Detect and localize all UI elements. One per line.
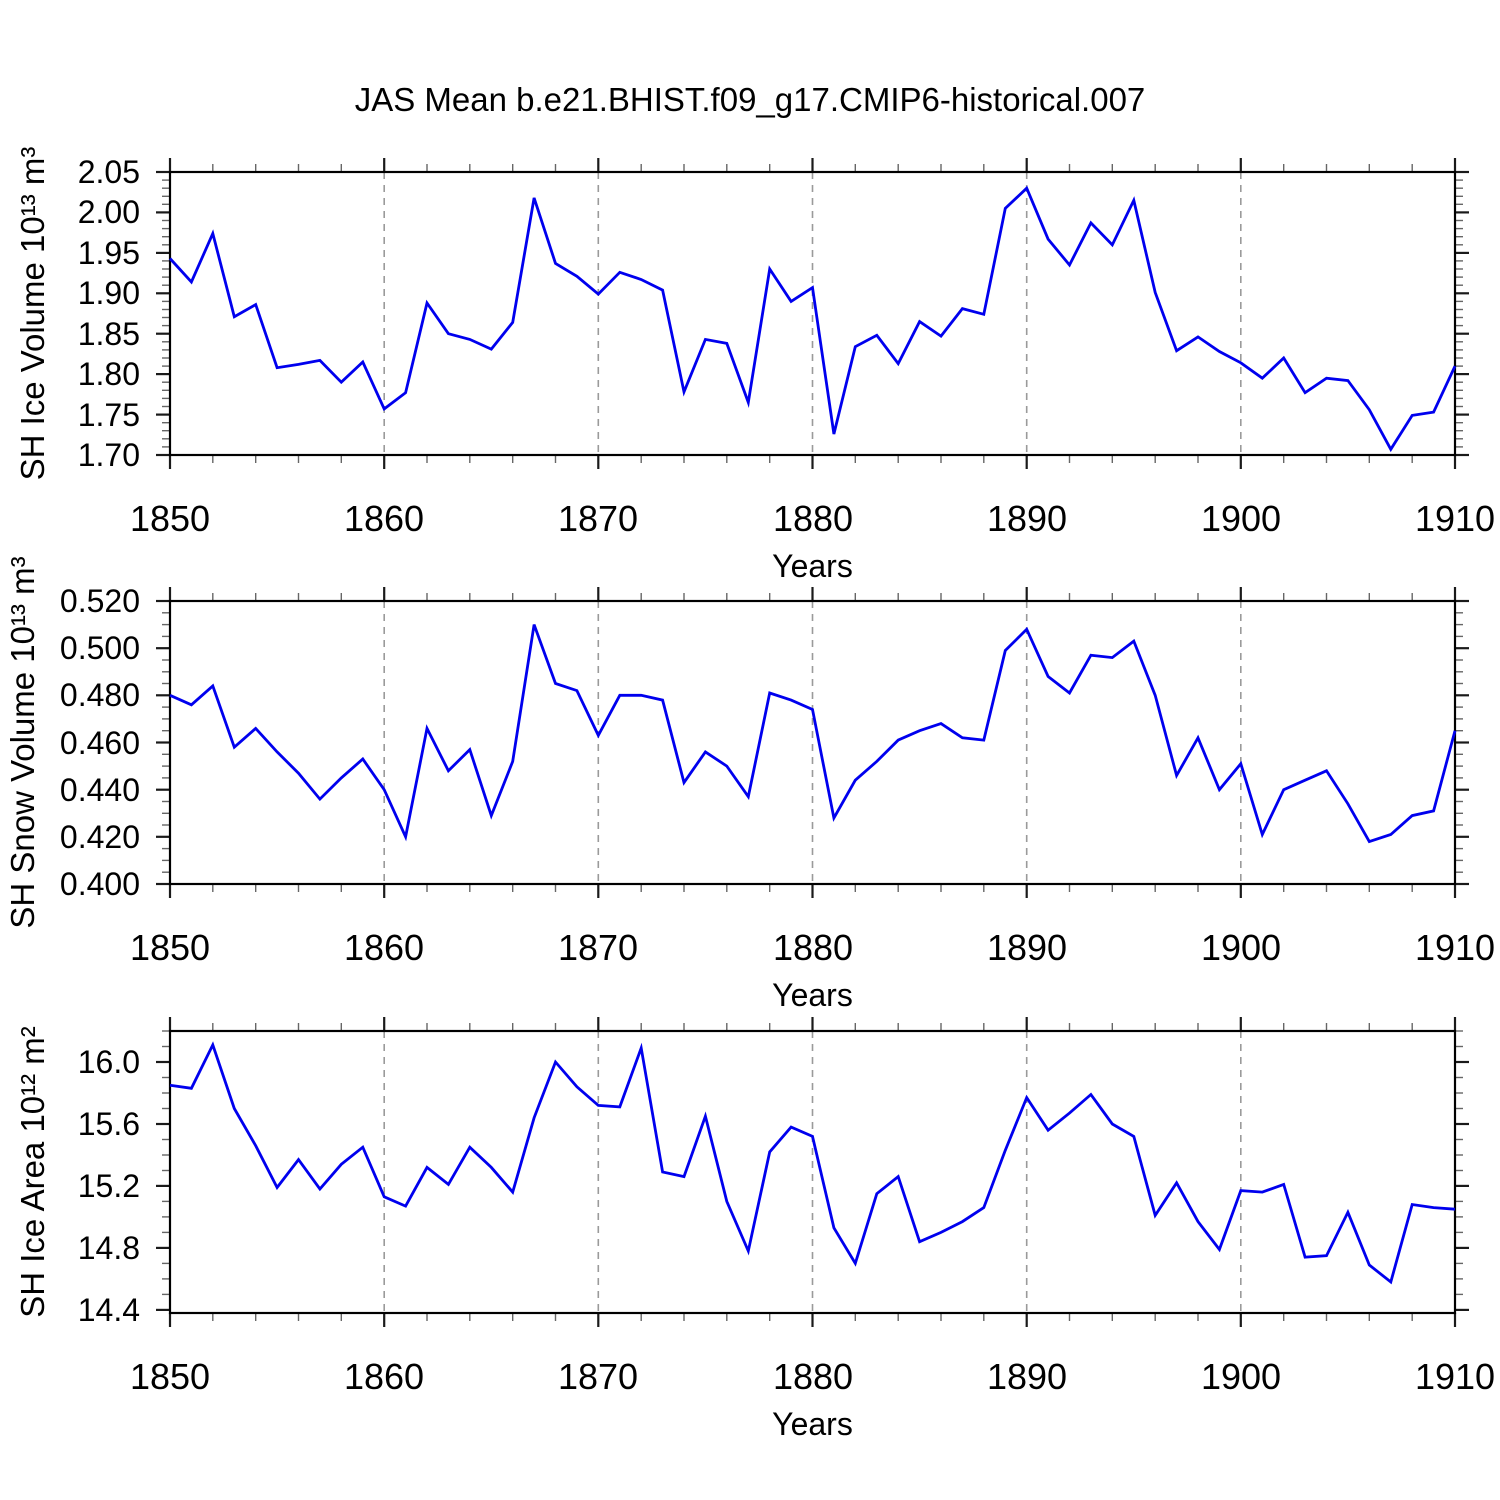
x-tick-label: 1900 [1200, 1356, 1282, 1397]
x-tick-label: 1870 [557, 927, 639, 968]
y-tick-label: 0.400 [59, 866, 140, 902]
x-tick-label: 1900 [1200, 498, 1282, 539]
x-tick-label: 1860 [343, 498, 425, 539]
chart-title: JAS Mean b.e21.BHIST.f09_g17.CMIP6-histo… [354, 81, 1146, 118]
y-tick-label: 15.2 [77, 1168, 140, 1204]
x-tick-label: 1910 [1414, 1356, 1496, 1397]
y-tick-label: 2.05 [77, 154, 140, 190]
x-tick-label: 1880 [772, 498, 854, 539]
ice-volume-panel [156, 158, 1469, 469]
y-tick-label: 1.85 [77, 316, 140, 352]
x-axis-title-snow-volume: Years [772, 977, 853, 1013]
x-tick-label: 1880 [772, 1356, 854, 1397]
x-tick-label: 1910 [1414, 927, 1496, 968]
data-line [169, 1041, 1456, 1285]
data-line [169, 624, 1457, 844]
ice-volume-y-axis-title: SH Ice Volume 10¹³ m³ [14, 147, 51, 481]
y-tick-label: 14.8 [77, 1230, 140, 1266]
snow-volume-y-axis-title: SH Snow Volume 10¹³ m³ [4, 556, 41, 928]
y-tick-label: 1.80 [77, 356, 140, 392]
y-tick-label: 0.420 [59, 819, 140, 855]
y-tick-label: 14.4 [77, 1292, 140, 1328]
y-tick-label: 16.0 [77, 1044, 140, 1080]
x-tick-label: 1870 [557, 498, 639, 539]
x-tick-label: 1860 [343, 927, 425, 968]
y-tick-label: 1.90 [77, 275, 140, 311]
y-tick-label: 0.480 [59, 677, 140, 713]
x-tick-label: 1890 [986, 498, 1068, 539]
x-tick-label: 1870 [557, 1356, 639, 1397]
chart-graphics [156, 158, 1469, 1327]
x-tick-label: 1880 [772, 927, 854, 968]
x-tick-label: 1850 [129, 498, 211, 539]
y-tick-label: 15.6 [77, 1106, 140, 1142]
y-tick-label: 0.520 [59, 583, 140, 619]
snow-volume-panel [156, 587, 1469, 898]
x-axis-title-ice-area: Years [772, 1406, 853, 1442]
ice-area-panel [156, 1017, 1469, 1327]
data-line [168, 185, 1457, 453]
ice-area-y-axis-title: SH Ice Area 10¹² m² [14, 1026, 51, 1318]
x-axis-title-ice-volume: Years [772, 548, 853, 584]
x-tick-label: 1900 [1200, 927, 1282, 968]
x-tick-label: 1850 [129, 1356, 211, 1397]
y-tick-label: 1.75 [77, 397, 140, 433]
y-tick-label: 0.460 [59, 725, 140, 761]
x-tick-label: 1850 [129, 927, 211, 968]
x-tick-label: 1910 [1414, 498, 1496, 539]
y-tick-label: 0.500 [59, 630, 140, 666]
y-tick-label: 1.70 [77, 437, 140, 473]
x-tick-label: 1890 [986, 927, 1068, 968]
y-tick-label: 1.95 [77, 235, 140, 271]
x-tick-label: 1890 [986, 1356, 1068, 1397]
x-tick-label: 1860 [343, 1356, 425, 1397]
y-tick-label: 0.440 [59, 772, 140, 808]
y-tick-label: 2.00 [77, 194, 140, 230]
